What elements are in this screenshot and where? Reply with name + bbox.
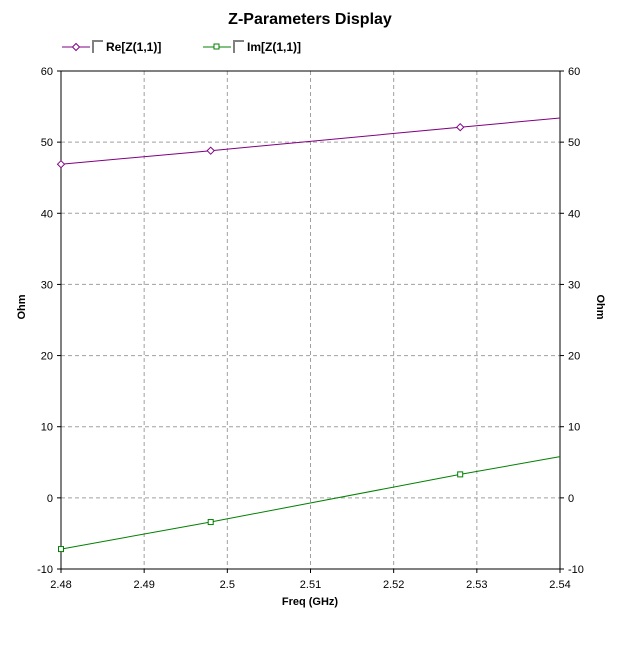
legend-label-re: Re[Z(1,1)]	[106, 40, 161, 54]
y2-tick-label: 0	[568, 493, 574, 505]
legend-label-im: Im[Z(1,1)]	[247, 40, 301, 54]
data-point	[455, 122, 465, 132]
legend-item-im[interactable]: Im[Z(1,1)]	[203, 40, 301, 54]
y2-tick-label: 10	[568, 422, 580, 434]
x-tick-label: 2.52	[383, 579, 404, 591]
data-point	[58, 546, 64, 553]
checkbox-icon[interactable]	[233, 40, 244, 53]
x-axis: 2.48 2.49 2.5 2.51 2.52 2.53 2.54	[50, 569, 571, 591]
legend-item-re[interactable]: Re[Z(1,1)]	[62, 40, 161, 54]
y2-tick-label: 40	[568, 208, 580, 220]
square-marker-icon	[213, 43, 220, 50]
x-axis-label: Freq (GHz)	[282, 596, 339, 608]
data-point	[457, 471, 464, 478]
y-tick-label: 10	[41, 422, 53, 434]
y-tick-label: -10	[37, 564, 53, 576]
chart-title: Z-Parameters Display	[228, 11, 392, 28]
y2-tick-label: 60	[568, 66, 580, 78]
x-tick-label: 2.49	[133, 579, 154, 591]
data-point	[206, 146, 215, 155]
grid	[61, 71, 560, 569]
y2-tick-label: -10	[568, 564, 584, 576]
series-im-z11	[58, 456, 561, 553]
y-tick-label: 40	[41, 208, 53, 220]
x-tick-label: 2.51	[300, 579, 321, 591]
diamond-marker-icon	[71, 42, 81, 52]
y-axis-left: -10 0 10 20 30 40 50 60	[37, 66, 61, 576]
x-tick-label: 2.5	[220, 579, 235, 591]
y2-axis-label: Ohm	[594, 294, 606, 319]
series-line	[60, 117, 561, 165]
checkbox-icon[interactable]	[92, 40, 103, 53]
y-axis-label: Ohm	[16, 294, 28, 319]
series-re-z11	[56, 117, 561, 169]
x-tick-label: 2.53	[466, 579, 487, 591]
y-tick-label: 0	[47, 493, 53, 505]
data-point	[207, 519, 214, 526]
y-tick-label: 50	[41, 137, 53, 149]
y-tick-label: 60	[41, 66, 53, 78]
x-tick-label: 2.48	[50, 579, 71, 591]
y2-tick-label: 30	[568, 279, 580, 291]
series-line	[60, 456, 561, 550]
y-tick-label: 30	[41, 279, 53, 291]
y2-tick-label: 50	[568, 137, 580, 149]
series-layer	[56, 117, 561, 553]
y2-tick-label: 20	[568, 351, 580, 363]
x-tick-label: 2.54	[549, 579, 570, 591]
legend: Re[Z(1,1)] Im[Z(1,1)]	[62, 40, 301, 54]
y-axis-right: -10 0 10 20 30 40 50 60	[560, 66, 584, 576]
y-tick-label: 20	[41, 351, 53, 363]
data-point	[56, 159, 66, 169]
